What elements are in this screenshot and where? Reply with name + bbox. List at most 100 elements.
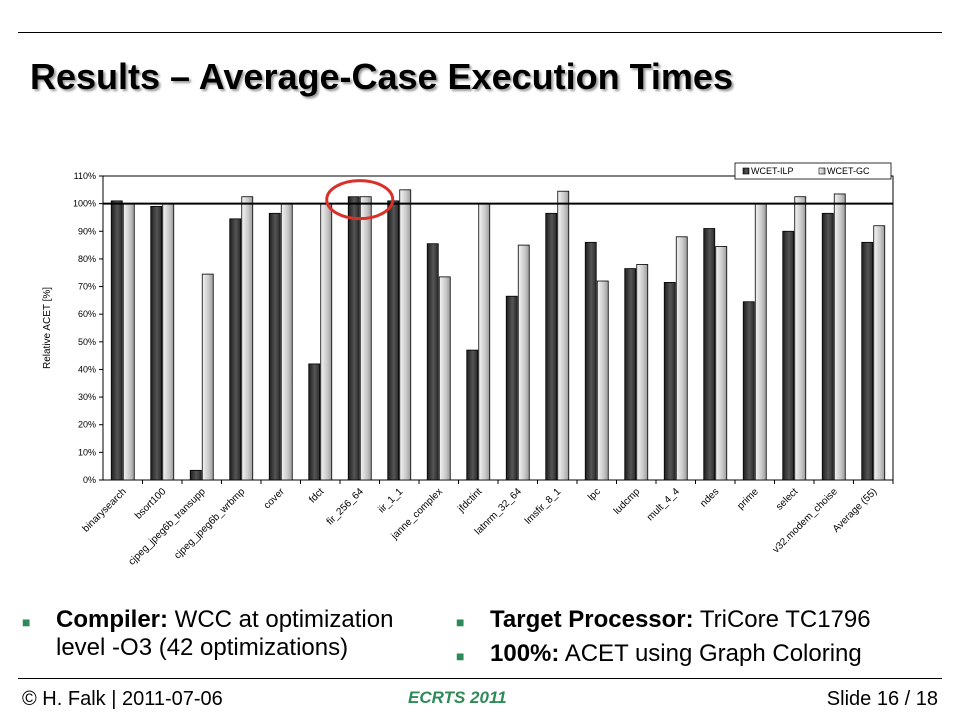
- bar-wcet-ilp: [308, 363, 321, 481]
- plot-area: [102, 175, 894, 481]
- bar-wcet-ilp: [821, 212, 834, 481]
- chart-legend: WCET-ILP WCET-GC: [734, 162, 892, 180]
- x-tick-label: lpc: [586, 486, 603, 503]
- y-tick-label: 0%: [83, 475, 96, 485]
- bar-wcet-gc: [754, 203, 767, 481]
- bullet-item: ■ 100%: ACET using Graph Coloring: [456, 640, 936, 668]
- y-tick-label: 30%: [78, 392, 96, 402]
- bar-wcet-gc: [438, 276, 451, 481]
- legend-label: WCET-ILP: [751, 166, 794, 176]
- x-tick-label: fdct: [307, 486, 326, 505]
- x-tick-label: binarysearch: [81, 486, 129, 534]
- bullets-left: ■ Compiler: WCC at optimization level -O3…: [22, 606, 442, 668]
- bar-wcet-gc: [280, 203, 293, 481]
- bar-wcet-ilp: [229, 218, 242, 481]
- bar-wcet-gc: [636, 264, 649, 481]
- bar-wcet-gc: [478, 203, 491, 481]
- y-tick-label: 70%: [78, 282, 96, 292]
- x-tick-label: ndes: [698, 486, 721, 509]
- bar-wcet-gc: [794, 196, 807, 481]
- bar-wcet-ilp: [426, 243, 439, 481]
- bullet-label: 100%:: [490, 640, 560, 667]
- bar-wcet-gc: [122, 203, 135, 481]
- y-tick-label: 80%: [78, 254, 96, 264]
- x-tick-label: cover: [262, 486, 288, 512]
- y-tick-label: 40%: [78, 364, 96, 374]
- chart-bars: [110, 189, 886, 481]
- bar-wcet-ilp: [387, 200, 400, 481]
- x-tick-label: lmsfir_8_1: [523, 486, 564, 527]
- bar-wcet-ilp: [782, 230, 795, 481]
- bar-wcet-gc: [399, 189, 412, 481]
- legend-swatch: [818, 167, 826, 175]
- y-tick-label: 90%: [78, 226, 96, 236]
- y-tick-label: 60%: [78, 309, 96, 319]
- y-tick-label: 100%: [73, 199, 96, 209]
- bottom-divider: [18, 678, 942, 679]
- x-tick-label: mult_4_4: [645, 486, 682, 523]
- legend-label: WCET-GC: [827, 166, 870, 176]
- x-tick-label: jfdctint: [455, 486, 484, 515]
- footer-slide-number: Slide 16 / 18: [826, 688, 938, 710]
- legend-swatch: [742, 167, 750, 175]
- bullet-item: ■ Target Processor: TriCore TC1796: [456, 606, 936, 634]
- bar-wcet-ilp: [703, 228, 716, 481]
- bar-wcet-ilp: [189, 469, 202, 481]
- page-title: Results – Average-Case Execution Times: [30, 56, 733, 97]
- bar-wcet-ilp: [861, 241, 874, 481]
- bar-wcet-ilp: [466, 349, 479, 481]
- y-axis-label: Relative ACET [%]: [42, 287, 53, 369]
- bullet-label: Compiler:: [56, 606, 169, 633]
- x-tick-label: iir_1_1: [376, 486, 405, 515]
- bar-wcet-ilp: [150, 205, 163, 481]
- bar-wcet-gc: [201, 273, 214, 481]
- bar-wcet-gc: [557, 190, 570, 481]
- bullet-square-icon: ■: [456, 648, 465, 664]
- bar-wcet-gc: [241, 196, 254, 481]
- x-tick-label: select: [774, 486, 800, 512]
- footer-conference: ECRTS 2011: [408, 688, 507, 707]
- bar-wcet-gc: [162, 203, 175, 481]
- bullet-text: TriCore TC1796: [693, 606, 871, 633]
- bullets-right: ■ Target Processor: TriCore TC1796 ■ 100%: …: [456, 606, 936, 674]
- bar-chart: 0% 10% 20% 30% 40% 50% 60% 70% 80% 90% 100% 110% Rel…: [42, 162, 894, 568]
- footer-author-date: © H. Falk | 2011-07-06: [22, 688, 223, 710]
- bar-wcet-gc: [715, 246, 728, 481]
- bar-wcet-ilp: [584, 241, 597, 481]
- bar-wcet-ilp: [505, 295, 518, 481]
- x-tick-label: fir_256_64: [325, 486, 367, 528]
- bar-wcet-gc: [359, 196, 372, 481]
- x-tick-label: ludcmp: [612, 486, 643, 517]
- bar-wcet-gc: [517, 244, 530, 481]
- x-tick-label: bsort100: [133, 486, 169, 522]
- bullet-square-icon: ■: [456, 614, 465, 630]
- top-divider: [18, 32, 942, 33]
- bar-wcet-ilp: [742, 301, 755, 481]
- bar-wcet-gc: [833, 193, 846, 481]
- bar-wcet-ilp: [545, 212, 558, 481]
- y-tick-label: 50%: [78, 337, 96, 347]
- bar-wcet-gc: [675, 236, 688, 481]
- x-tick-label: prime: [735, 486, 761, 512]
- highlight-circle: [325, 179, 395, 221]
- legend-box: [734, 162, 892, 180]
- y-tick-label: 20%: [78, 420, 96, 430]
- y-tick-label: 110%: [74, 171, 96, 181]
- chart-axes: [99, 175, 894, 484]
- bar-wcet-ilp: [663, 281, 676, 481]
- bar-wcet-ilp: [268, 212, 281, 481]
- bar-wcet-ilp: [110, 200, 123, 481]
- bullet-item: ■ Compiler: WCC at optimization level -O3…: [22, 606, 442, 662]
- bar-wcet-ilp: [347, 196, 360, 481]
- x-tick-label: cjpeg_jpeg6b_wrbmp: [172, 486, 247, 561]
- y-tick-label: 10%: [78, 447, 96, 457]
- bar-wcet-gc: [596, 280, 609, 481]
- bar-wcet-gc: [320, 203, 333, 481]
- bullet-text: WCC at optimization level -O3 (42 optimi…: [56, 606, 394, 661]
- bar-wcet-ilp: [624, 268, 637, 481]
- bullet-label: Target Processor:: [490, 606, 694, 633]
- bullet-square-icon: ■: [22, 614, 31, 630]
- bullet-text: ACET using Graph Coloring: [559, 640, 862, 667]
- x-tick-label: cjpeg_jpeg6b_transupp: [127, 486, 209, 568]
- bar-wcet-gc: [873, 225, 886, 481]
